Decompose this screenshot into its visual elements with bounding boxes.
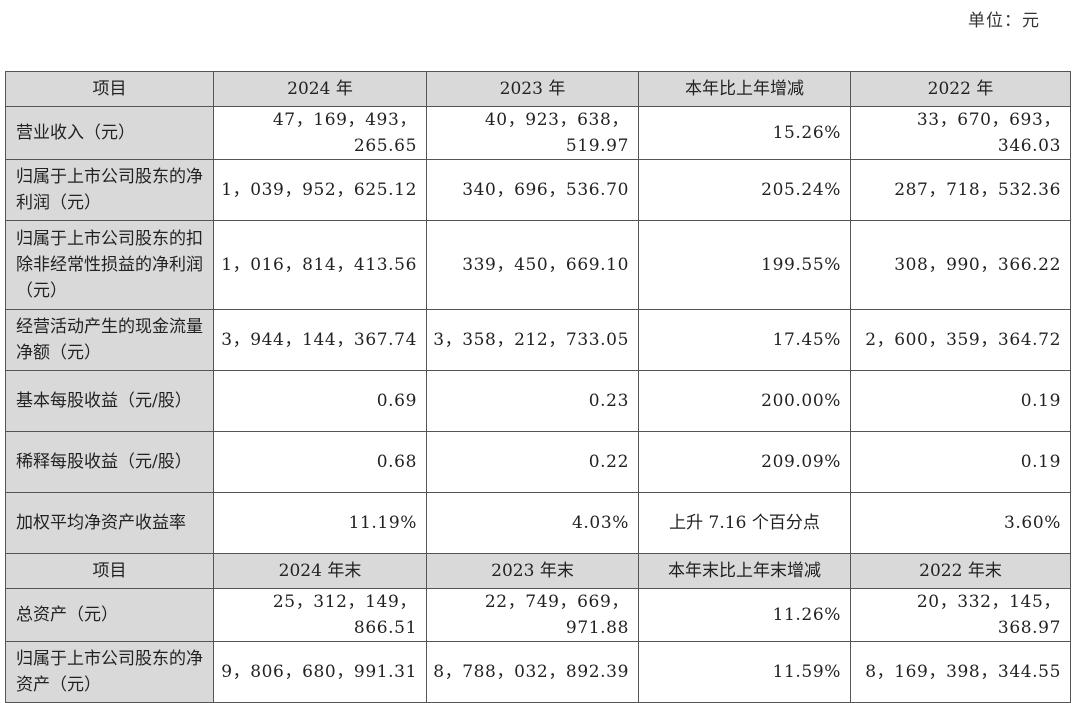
table-header-row: 项目 2024 年 2023 年 本年比上年增减 2022 年: [5, 71, 1071, 107]
value-2023: 40，923，638，519.97: [426, 106, 639, 160]
header-item: 项目: [5, 71, 214, 107]
header-2023-end: 2023 年末: [426, 553, 639, 589]
table-row: 基本每股收益（元/股） 0.69 0.23 200.00% 0.19: [5, 370, 1071, 432]
value-2024: 25，312，149，866.51: [213, 588, 427, 642]
header-2023: 2023 年: [426, 71, 639, 107]
table-row: 营业收入（元） 47，169，493，265.65 40，923，638，519…: [5, 106, 1071, 160]
table-header-row: 项目 2024 年末 2023 年末 本年末比上年末增减 2022 年末: [5, 553, 1071, 589]
value-2023: 3，358，212，733.05: [426, 309, 639, 371]
value-2022: 0.19: [850, 370, 1071, 432]
value-2022: 33，670，693，346.03: [850, 106, 1071, 160]
value-change: 199.55%: [638, 220, 851, 310]
value-change: 15.26%: [638, 106, 851, 160]
value-change: 上升 7.16 个百分点: [638, 492, 851, 554]
value-2023: 340，696，536.70: [426, 159, 639, 221]
unit-label: 单位：元: [968, 11, 1040, 31]
value-2023: 22，749，669，971.88: [426, 588, 639, 642]
value-change: 200.00%: [638, 370, 851, 432]
value-2024: 9，806，680，991.31: [213, 641, 427, 703]
row-label: 归属于上市公司股东的净利润（元）: [5, 159, 214, 221]
value-2023: 8，788，032，892.39: [426, 641, 639, 703]
value-2024: 1，039，952，625.12: [213, 159, 427, 221]
value-2024: 3，944，144，367.74: [213, 309, 427, 371]
value-2024: 11.19%: [213, 492, 427, 554]
value-2024: 47，169，493，265.65: [213, 106, 427, 160]
table-row: 总资产（元） 25，312，149，866.51 22，749，669，971.…: [5, 588, 1071, 642]
value-change: 205.24%: [638, 159, 851, 221]
value-2022: 287，718，532.36: [850, 159, 1071, 221]
table-row: 归属于上市公司股东的扣除非经常性损益的净利润（元） 1，016，814，413.…: [5, 220, 1071, 310]
row-label: 归属于上市公司股东的净资产（元）: [5, 641, 214, 703]
value-change: 17.45%: [638, 309, 851, 371]
header-item: 项目: [5, 553, 214, 589]
value-2022: 0.19: [850, 431, 1071, 493]
value-2022: 3.60%: [850, 492, 1071, 554]
row-label: 归属于上市公司股东的扣除非经常性损益的净利润（元）: [5, 220, 214, 310]
value-2023: 4.03%: [426, 492, 639, 554]
financial-summary-table: 项目 2024 年 2023 年 本年比上年增减 2022 年 营业收入（元） …: [5, 71, 1071, 703]
value-2024: 0.69: [213, 370, 427, 432]
header-change-end: 本年末比上年末增减: [638, 553, 851, 589]
header-2024-end: 2024 年末: [213, 553, 427, 589]
value-2023: 0.22: [426, 431, 639, 493]
row-label: 加权平均净资产收益率: [5, 492, 214, 554]
row-label: 营业收入（元）: [5, 106, 214, 160]
row-label: 稀释每股收益（元/股）: [5, 431, 214, 493]
value-2023: 339，450，669.10: [426, 220, 639, 310]
value-2022: 2，600，359，364.72: [850, 309, 1071, 371]
row-label: 经营活动产生的现金流量净额（元）: [5, 309, 214, 371]
header-2022-end: 2022 年末: [850, 553, 1071, 589]
row-label: 总资产（元）: [5, 588, 214, 642]
value-2024: 0.68: [213, 431, 427, 493]
header-2024: 2024 年: [213, 71, 427, 107]
value-2022: 308，990，366.22: [850, 220, 1071, 310]
table-row: 加权平均净资产收益率 11.19% 4.03% 上升 7.16 个百分点 3.6…: [5, 492, 1071, 554]
table-row: 归属于上市公司股东的净资产（元） 9，806，680，991.31 8，788，…: [5, 641, 1071, 703]
table-row: 归属于上市公司股东的净利润（元） 1，039，952，625.12 340，69…: [5, 159, 1071, 221]
table-row: 稀释每股收益（元/股） 0.68 0.22 209.09% 0.19: [5, 431, 1071, 493]
table-row: 经营活动产生的现金流量净额（元） 3，944，144，367.74 3，358，…: [5, 309, 1071, 371]
value-change: 11.26%: [638, 588, 851, 642]
header-change: 本年比上年增减: [638, 71, 851, 107]
header-2022: 2022 年: [850, 71, 1071, 107]
value-2024: 1，016，814，413.56: [213, 220, 427, 310]
value-2022: 20，332，145，368.97: [850, 588, 1071, 642]
value-2022: 8，169，398，344.55: [850, 641, 1071, 703]
value-change: 209.09%: [638, 431, 851, 493]
row-label: 基本每股收益（元/股）: [5, 370, 214, 432]
value-change: 11.59%: [638, 641, 851, 703]
value-2023: 0.23: [426, 370, 639, 432]
